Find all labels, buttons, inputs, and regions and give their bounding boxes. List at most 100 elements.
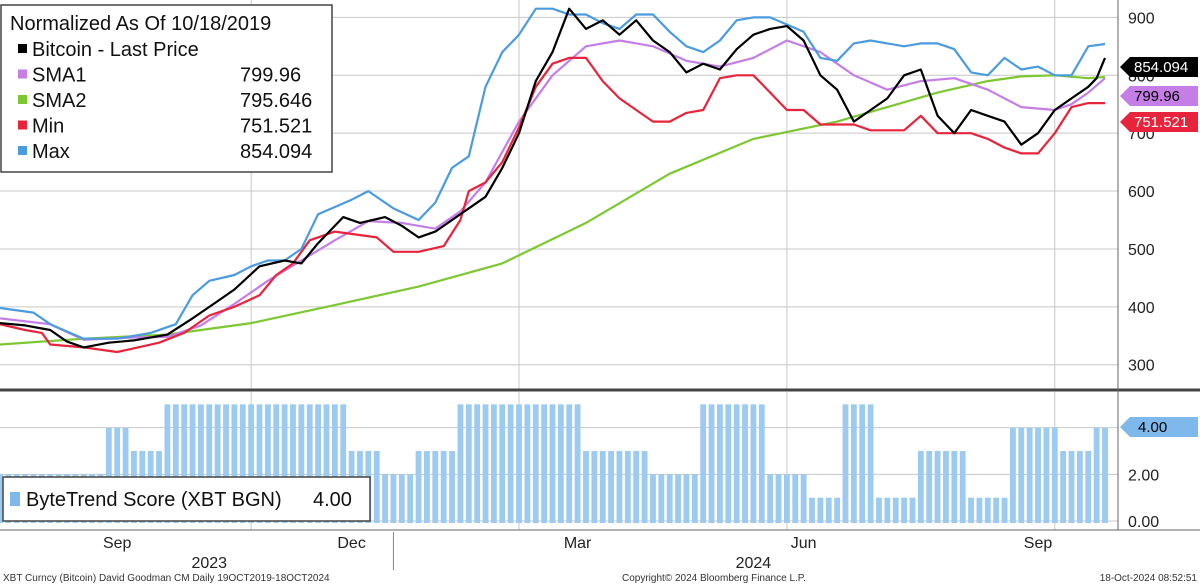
sma2-line — [0, 74, 1106, 346]
score-bar — [315, 404, 322, 523]
x-tick-label: Sep — [1024, 535, 1053, 552]
score-bar — [850, 404, 857, 523]
score-bar — [114, 427, 121, 523]
score-bar — [859, 404, 866, 523]
score-bar — [1102, 427, 1108, 523]
score-bar — [172, 404, 179, 523]
price-series-lines — [0, 7, 1107, 354]
score-bar — [742, 404, 748, 523]
score-bar — [1043, 427, 1050, 523]
score-bar — [993, 497, 1000, 523]
score-bar — [943, 451, 949, 523]
price-y-tick: 300 — [1128, 358, 1155, 375]
score-bar — [198, 404, 204, 523]
score-bar — [1001, 497, 1008, 523]
score-bar — [516, 404, 522, 523]
score-bar — [1035, 427, 1041, 523]
score-bar — [524, 404, 531, 523]
score-bar — [407, 474, 414, 523]
x-tick-label: Mar — [564, 535, 592, 552]
legend-swatch — [18, 120, 27, 130]
score-bar — [373, 451, 380, 523]
score-bar — [549, 404, 556, 523]
score-bar — [440, 451, 447, 523]
score-bar — [465, 404, 472, 523]
score-bar — [398, 474, 405, 523]
score-bar — [432, 451, 439, 523]
price-y-tick: 900 — [1128, 10, 1155, 27]
score-bar — [256, 404, 263, 523]
score-bar — [105, 427, 112, 523]
footer-left: XBT Curncy (Bitcoin) David Goodman CM Da… — [3, 573, 330, 584]
value-tag-text: 751.521 — [1134, 114, 1188, 131]
chart-title: Normalized As Of 10/18/2019 — [10, 13, 271, 35]
score-bar — [591, 451, 598, 523]
bitcoin-last-price-line — [0, 7, 1107, 349]
score-bar — [424, 451, 430, 523]
x-tick-labels: Sep Dec Mar Jun Sep 2023 2024 — [103, 532, 1052, 572]
score-legend-box — [2, 476, 371, 522]
score-legend-value: 4.00 — [313, 489, 352, 511]
score-bar — [457, 404, 464, 523]
price-y-tick: 500 — [1128, 242, 1155, 259]
score-bar — [934, 451, 941, 523]
score-bar — [775, 474, 782, 523]
legend-rows: Bitcoin - Last Price SMA1 799.96 SMA2 795.64… — [18, 39, 312, 163]
score-bar — [248, 404, 255, 523]
score-bar — [708, 404, 715, 523]
score-legend-swatch — [10, 492, 20, 506]
score-bar — [599, 451, 606, 523]
legend-label: SMA1 — [32, 65, 86, 87]
min-line — [0, 56, 1105, 354]
score-bar — [239, 404, 246, 523]
score-bar — [901, 497, 907, 523]
score-bar — [683, 474, 690, 523]
price-legend: Normalized As Of 10/18/2019 Bitcoin - La… — [0, 4, 333, 173]
x-tick-label: Jun — [791, 535, 817, 552]
x-tick-label: Sep — [103, 535, 132, 552]
score-bar — [273, 404, 280, 523]
footer-right: 18-Oct-2024 08:52:51 — [1100, 573, 1198, 584]
score-bar — [557, 404, 564, 523]
score-legend-name: ByteTrend Score (XBT BGN) — [26, 489, 282, 511]
score-bar — [809, 497, 815, 523]
value-tag — [1120, 57, 1198, 77]
score-bar — [725, 404, 732, 523]
score-y-tick-labels: 0.002.004.00 — [1128, 421, 1159, 531]
score-bar — [1093, 427, 1100, 523]
legend-label: Max — [32, 141, 70, 163]
footer-center: Copyright© 2024 Bloomberg Finance L.P. — [622, 573, 806, 584]
score-bar — [1060, 451, 1067, 523]
score-bar — [641, 451, 648, 523]
legend-value: 799.96 — [240, 65, 301, 87]
score-bar — [474, 404, 481, 523]
score-bar — [616, 451, 623, 523]
score-bar — [390, 474, 397, 523]
score-bar — [532, 404, 539, 523]
score-bar — [717, 404, 723, 523]
score-bar — [951, 451, 958, 523]
score-bar — [181, 404, 188, 523]
score-bar — [214, 404, 221, 523]
score-bar — [382, 474, 388, 523]
score-bar — [323, 404, 330, 523]
score-bar — [968, 497, 974, 523]
score-bar — [984, 497, 991, 523]
value-tag-text: 854.094 — [1134, 59, 1188, 76]
score-bar — [633, 451, 640, 523]
score-bar — [1026, 427, 1033, 523]
score-bar — [206, 404, 213, 523]
score-bar — [750, 404, 757, 523]
score-bar — [583, 451, 589, 523]
score-bar — [884, 497, 891, 523]
score-bar — [700, 404, 707, 523]
value-tag — [1120, 112, 1198, 132]
score-bar — [650, 474, 656, 523]
score-bar — [976, 497, 983, 523]
legend-swatch — [18, 44, 27, 53]
score-bar — [876, 497, 882, 523]
score-bar — [825, 497, 832, 523]
max-line — [0, 7, 1106, 340]
score-bar — [1068, 451, 1075, 523]
